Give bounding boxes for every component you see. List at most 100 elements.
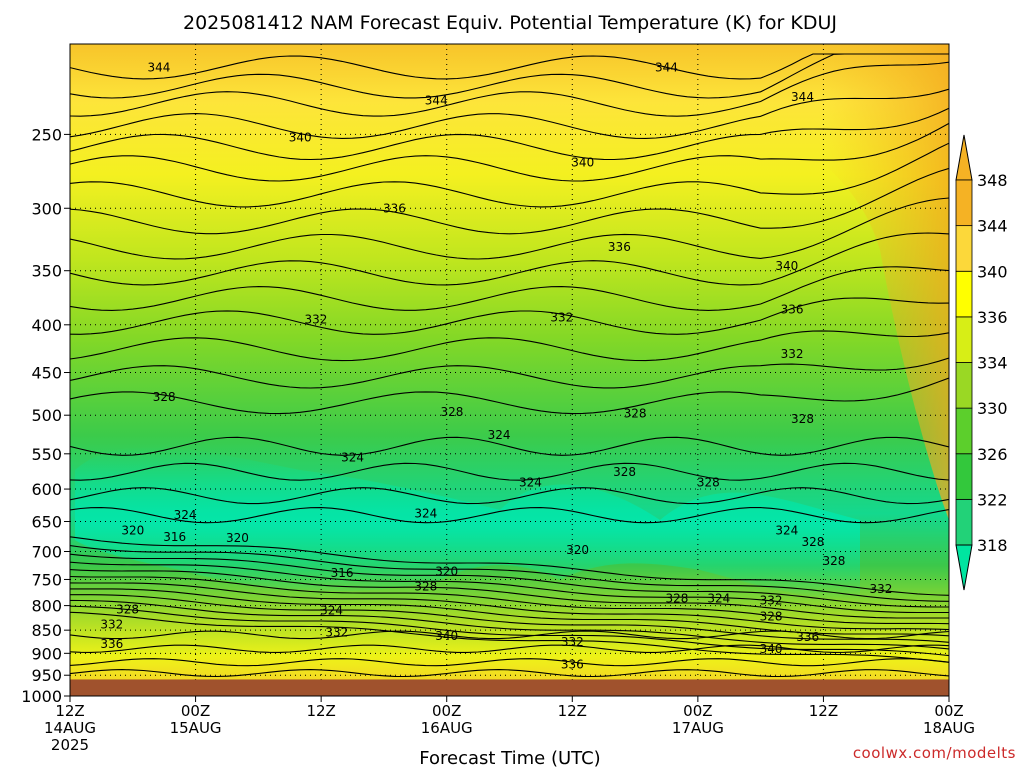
contour-line <box>70 122 949 182</box>
credit-text: coolwx.com/modelts <box>853 744 1016 762</box>
contour-label: 336 <box>383 201 406 215</box>
contour-label: 328 <box>613 465 636 479</box>
contour-label: 324 <box>320 604 343 618</box>
x-tick-label: 00Z <box>181 702 210 720</box>
contour-label: 336 <box>608 240 631 254</box>
contour-line <box>70 594 949 643</box>
x-tick-label: 00Z <box>934 702 963 720</box>
x-tick-date: 18AUG <box>923 719 975 737</box>
contour-line <box>70 61 949 117</box>
x-tick-label: 00Z <box>432 702 461 720</box>
contour-line <box>70 575 949 625</box>
colorbar-min-arrow <box>955 544 973 591</box>
contour-label: 332 <box>760 594 783 608</box>
contour-label: 328 <box>624 407 647 421</box>
y-tick-label: 800 <box>31 597 62 616</box>
contour-label: 324 <box>707 591 730 605</box>
contour-label: 324 <box>174 508 197 522</box>
contour-line <box>70 599 949 650</box>
contour-line <box>70 357 949 389</box>
contour-label: 336 <box>781 302 804 316</box>
colorbar-label: 330 <box>977 399 1008 418</box>
x-tick-label: 12Z <box>55 702 84 720</box>
colorbar-segment <box>955 179 973 227</box>
y-tick-label: 950 <box>31 666 62 685</box>
contour-line <box>70 142 949 208</box>
contour-label: 328 <box>440 405 463 419</box>
contour-label: 340 <box>571 156 594 170</box>
contour-line <box>70 436 949 456</box>
contour-lines <box>70 53 949 678</box>
colorbar-label: 348 <box>977 171 1008 190</box>
y-tick-label: 600 <box>31 480 62 499</box>
chart-title: 2025081412 NAM Forecast Equiv. Potential… <box>183 12 837 34</box>
contour-label: 324 <box>414 506 437 520</box>
contour-line <box>70 569 949 619</box>
y-tick-label: 500 <box>31 406 62 425</box>
colorbar-segment <box>955 498 973 546</box>
y-tick-label: 850 <box>31 621 62 640</box>
contour-label: 316 <box>163 530 186 544</box>
y-tick-label: 900 <box>31 644 62 663</box>
colorbar-label: 322 <box>977 490 1008 509</box>
contour-label: 328 <box>414 579 437 593</box>
contour-label: 344 <box>655 61 678 75</box>
contour-line <box>70 582 949 631</box>
colorbar-segment <box>955 453 973 500</box>
y-tick-label: 350 <box>31 262 62 281</box>
contour-label: 324 <box>519 475 542 489</box>
x-tick-date: 15AUG <box>170 719 222 737</box>
contour-label: 328 <box>760 610 783 624</box>
contour-label: 332 <box>870 582 893 596</box>
contour-label: 340 <box>435 629 458 643</box>
contour-label: 328 <box>665 591 688 605</box>
contour-label: 344 <box>791 90 814 104</box>
contour-line <box>70 605 949 657</box>
y-axis: 250 300 350 400 450 500 550 600 650 700 750 800 850 9… <box>21 125 70 706</box>
contour-line <box>70 53 949 99</box>
contour-label: 328 <box>822 554 845 568</box>
contour-line <box>70 553 949 608</box>
warm-upper-right-region <box>640 44 949 520</box>
contour-line <box>70 167 949 235</box>
contour-label: 316 <box>331 566 354 580</box>
colorbar-segment <box>955 316 973 363</box>
cool-midlevel-band <box>75 446 860 600</box>
contour-line <box>70 669 949 678</box>
contour-label: 336 <box>796 630 819 644</box>
x-tick-date: 17AUG <box>672 719 724 737</box>
x-tick-date: 16AUG <box>421 719 473 737</box>
contour-label: 328 <box>791 412 814 426</box>
colorbar: 318 322 326 330 334 336 340 344 348 <box>955 134 1008 591</box>
y-tick-label: 650 <box>31 512 62 531</box>
y-tick-label: 300 <box>31 199 62 218</box>
contour-line <box>70 88 949 139</box>
y-tick-label: 400 <box>31 316 62 335</box>
contour-label: 328 <box>802 535 825 549</box>
contour-line <box>70 545 949 602</box>
contour-line <box>70 536 949 596</box>
contour-line <box>70 107 949 161</box>
contour-line <box>70 630 949 640</box>
contour-label: 324 <box>341 450 364 464</box>
colorbar-segment <box>955 270 973 318</box>
colorbar-label: 336 <box>977 308 1008 327</box>
contour-line <box>70 644 949 653</box>
contour-line <box>70 487 949 505</box>
contour-label: 320 <box>121 524 144 538</box>
colorbar-label: 318 <box>977 536 1008 555</box>
x-tick-label: 00Z <box>683 702 712 720</box>
contour-line <box>70 462 949 481</box>
contour-label: 340 <box>760 642 783 656</box>
contour-label: 332 <box>325 626 348 640</box>
contour-line <box>70 330 949 362</box>
colorbar-segment <box>955 362 973 409</box>
contour-line <box>70 377 949 415</box>
contour-label: 320 <box>566 543 589 557</box>
x-axis-title: Forecast Time (UTC) <box>419 748 600 768</box>
x-tick-label: 12Z <box>306 702 335 720</box>
colorbar-max-arrow <box>955 134 973 181</box>
